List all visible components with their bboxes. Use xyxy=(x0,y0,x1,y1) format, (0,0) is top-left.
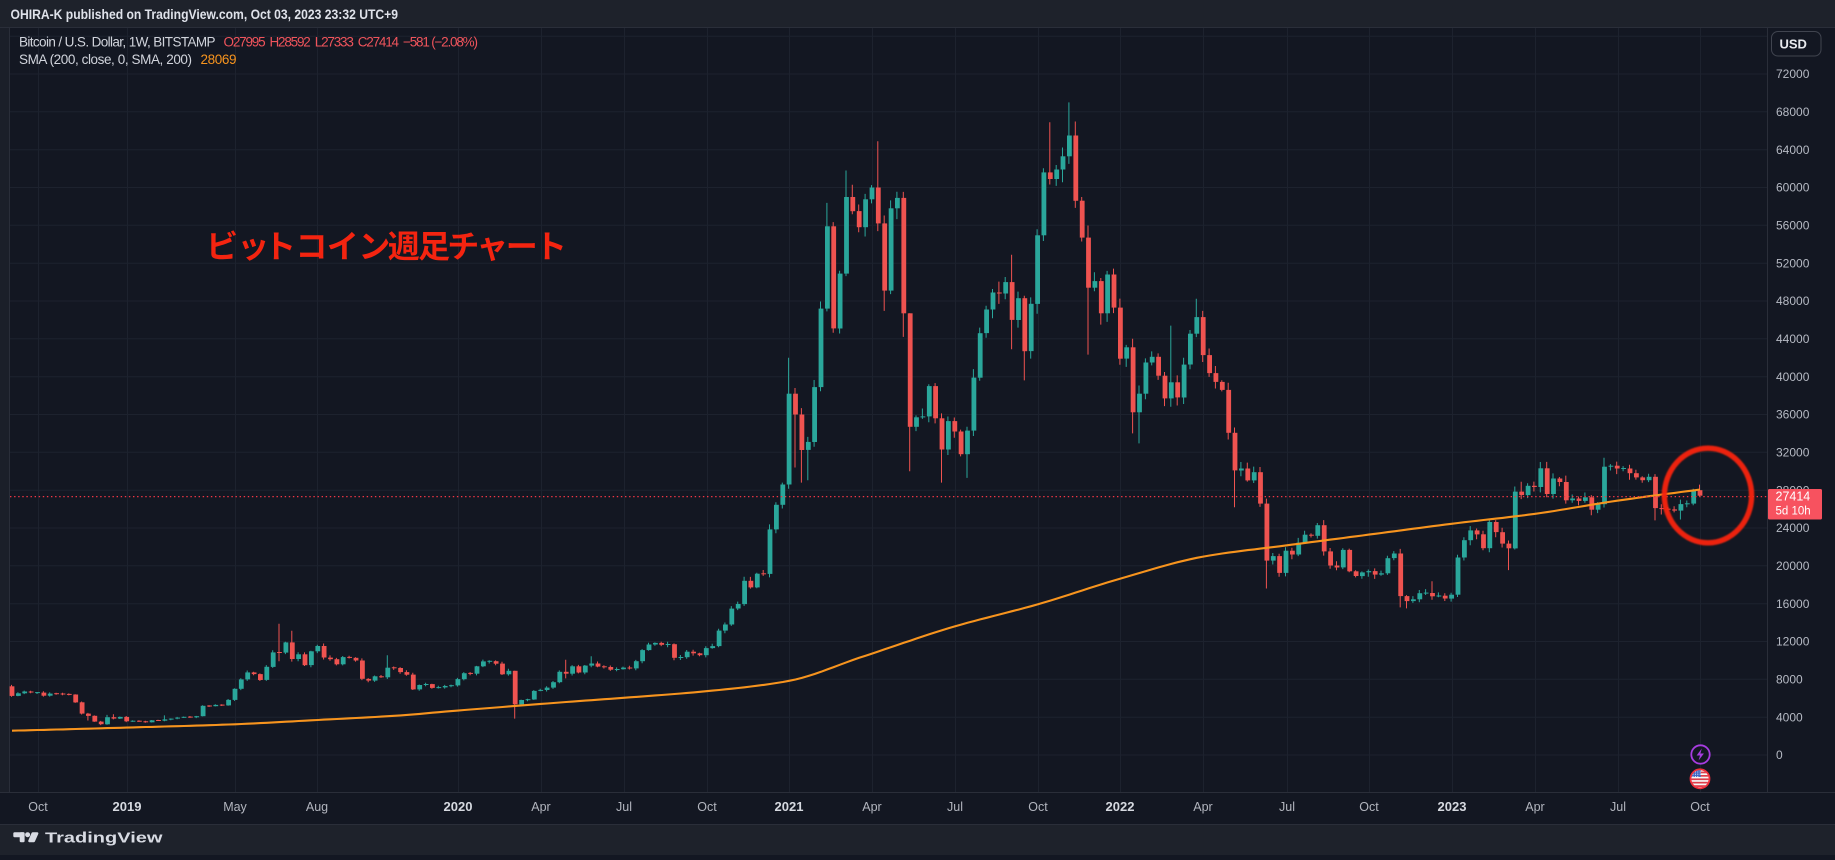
svg-text:28069: 28069 xyxy=(201,52,237,67)
svg-text:64000: 64000 xyxy=(1776,143,1810,157)
svg-text:Bitcoin / U.S. Dollar, 1W, BIT: Bitcoin / U.S. Dollar, 1W, BITSTAMP xyxy=(19,35,216,50)
svg-text:TradingView: TradingView xyxy=(45,830,163,847)
svg-text:44000: 44000 xyxy=(1776,332,1810,346)
svg-text:8000: 8000 xyxy=(1776,673,1803,687)
svg-text:Apr: Apr xyxy=(1193,800,1212,814)
svg-text:Oct: Oct xyxy=(28,800,48,814)
svg-text:Oct: Oct xyxy=(1690,800,1710,814)
svg-text:Aug: Aug xyxy=(306,800,328,814)
svg-text:Oct: Oct xyxy=(1359,800,1379,814)
svg-text:OHIRA-K published on TradingVi: OHIRA-K published on TradingView.com, Oc… xyxy=(11,7,399,22)
svg-text:16000: 16000 xyxy=(1776,597,1810,611)
svg-text:72000: 72000 xyxy=(1776,67,1810,81)
svg-text:Apr: Apr xyxy=(531,800,550,814)
svg-text:56000: 56000 xyxy=(1776,219,1810,233)
svg-text:May: May xyxy=(223,800,247,814)
svg-text:Jul: Jul xyxy=(1610,800,1626,814)
svg-text:Jul: Jul xyxy=(1279,800,1295,814)
svg-text:52000: 52000 xyxy=(1776,256,1810,270)
svg-text:Jul: Jul xyxy=(616,800,632,814)
svg-text:O27995 H28592 L27333 C27414: O27995 H28592 L27333 C27414 −581 (−2.08%… xyxy=(224,35,479,50)
svg-text:36000: 36000 xyxy=(1776,408,1810,422)
svg-text:2019: 2019 xyxy=(113,799,142,814)
svg-text:60000: 60000 xyxy=(1776,181,1810,195)
svg-text:0: 0 xyxy=(1776,748,1783,762)
svg-text:2022: 2022 xyxy=(1106,799,1135,814)
svg-text:12000: 12000 xyxy=(1776,635,1810,649)
svg-text:2023: 2023 xyxy=(1438,799,1467,814)
svg-text:Apr: Apr xyxy=(862,800,881,814)
svg-text:4000: 4000 xyxy=(1776,710,1803,724)
svg-text:Jul: Jul xyxy=(947,800,963,814)
svg-text:27414: 27414 xyxy=(1776,490,1811,504)
svg-text:48000: 48000 xyxy=(1776,294,1810,308)
svg-text:68000: 68000 xyxy=(1776,105,1810,119)
svg-text:2021: 2021 xyxy=(775,799,804,814)
svg-text:Oct: Oct xyxy=(697,800,717,814)
svg-text:2020: 2020 xyxy=(444,799,473,814)
svg-text:40000: 40000 xyxy=(1776,370,1810,384)
svg-text:32000: 32000 xyxy=(1776,446,1810,460)
svg-text:SMA (200, close, 0, SMA, 200): SMA (200, close, 0, SMA, 200) xyxy=(19,52,192,67)
svg-text:24000: 24000 xyxy=(1776,521,1810,535)
svg-text:USD: USD xyxy=(1779,37,1806,52)
svg-text:Oct: Oct xyxy=(1028,800,1048,814)
svg-text:5d 10h: 5d 10h xyxy=(1776,506,1811,518)
svg-text:Apr: Apr xyxy=(1525,800,1544,814)
svg-text:20000: 20000 xyxy=(1776,559,1810,573)
